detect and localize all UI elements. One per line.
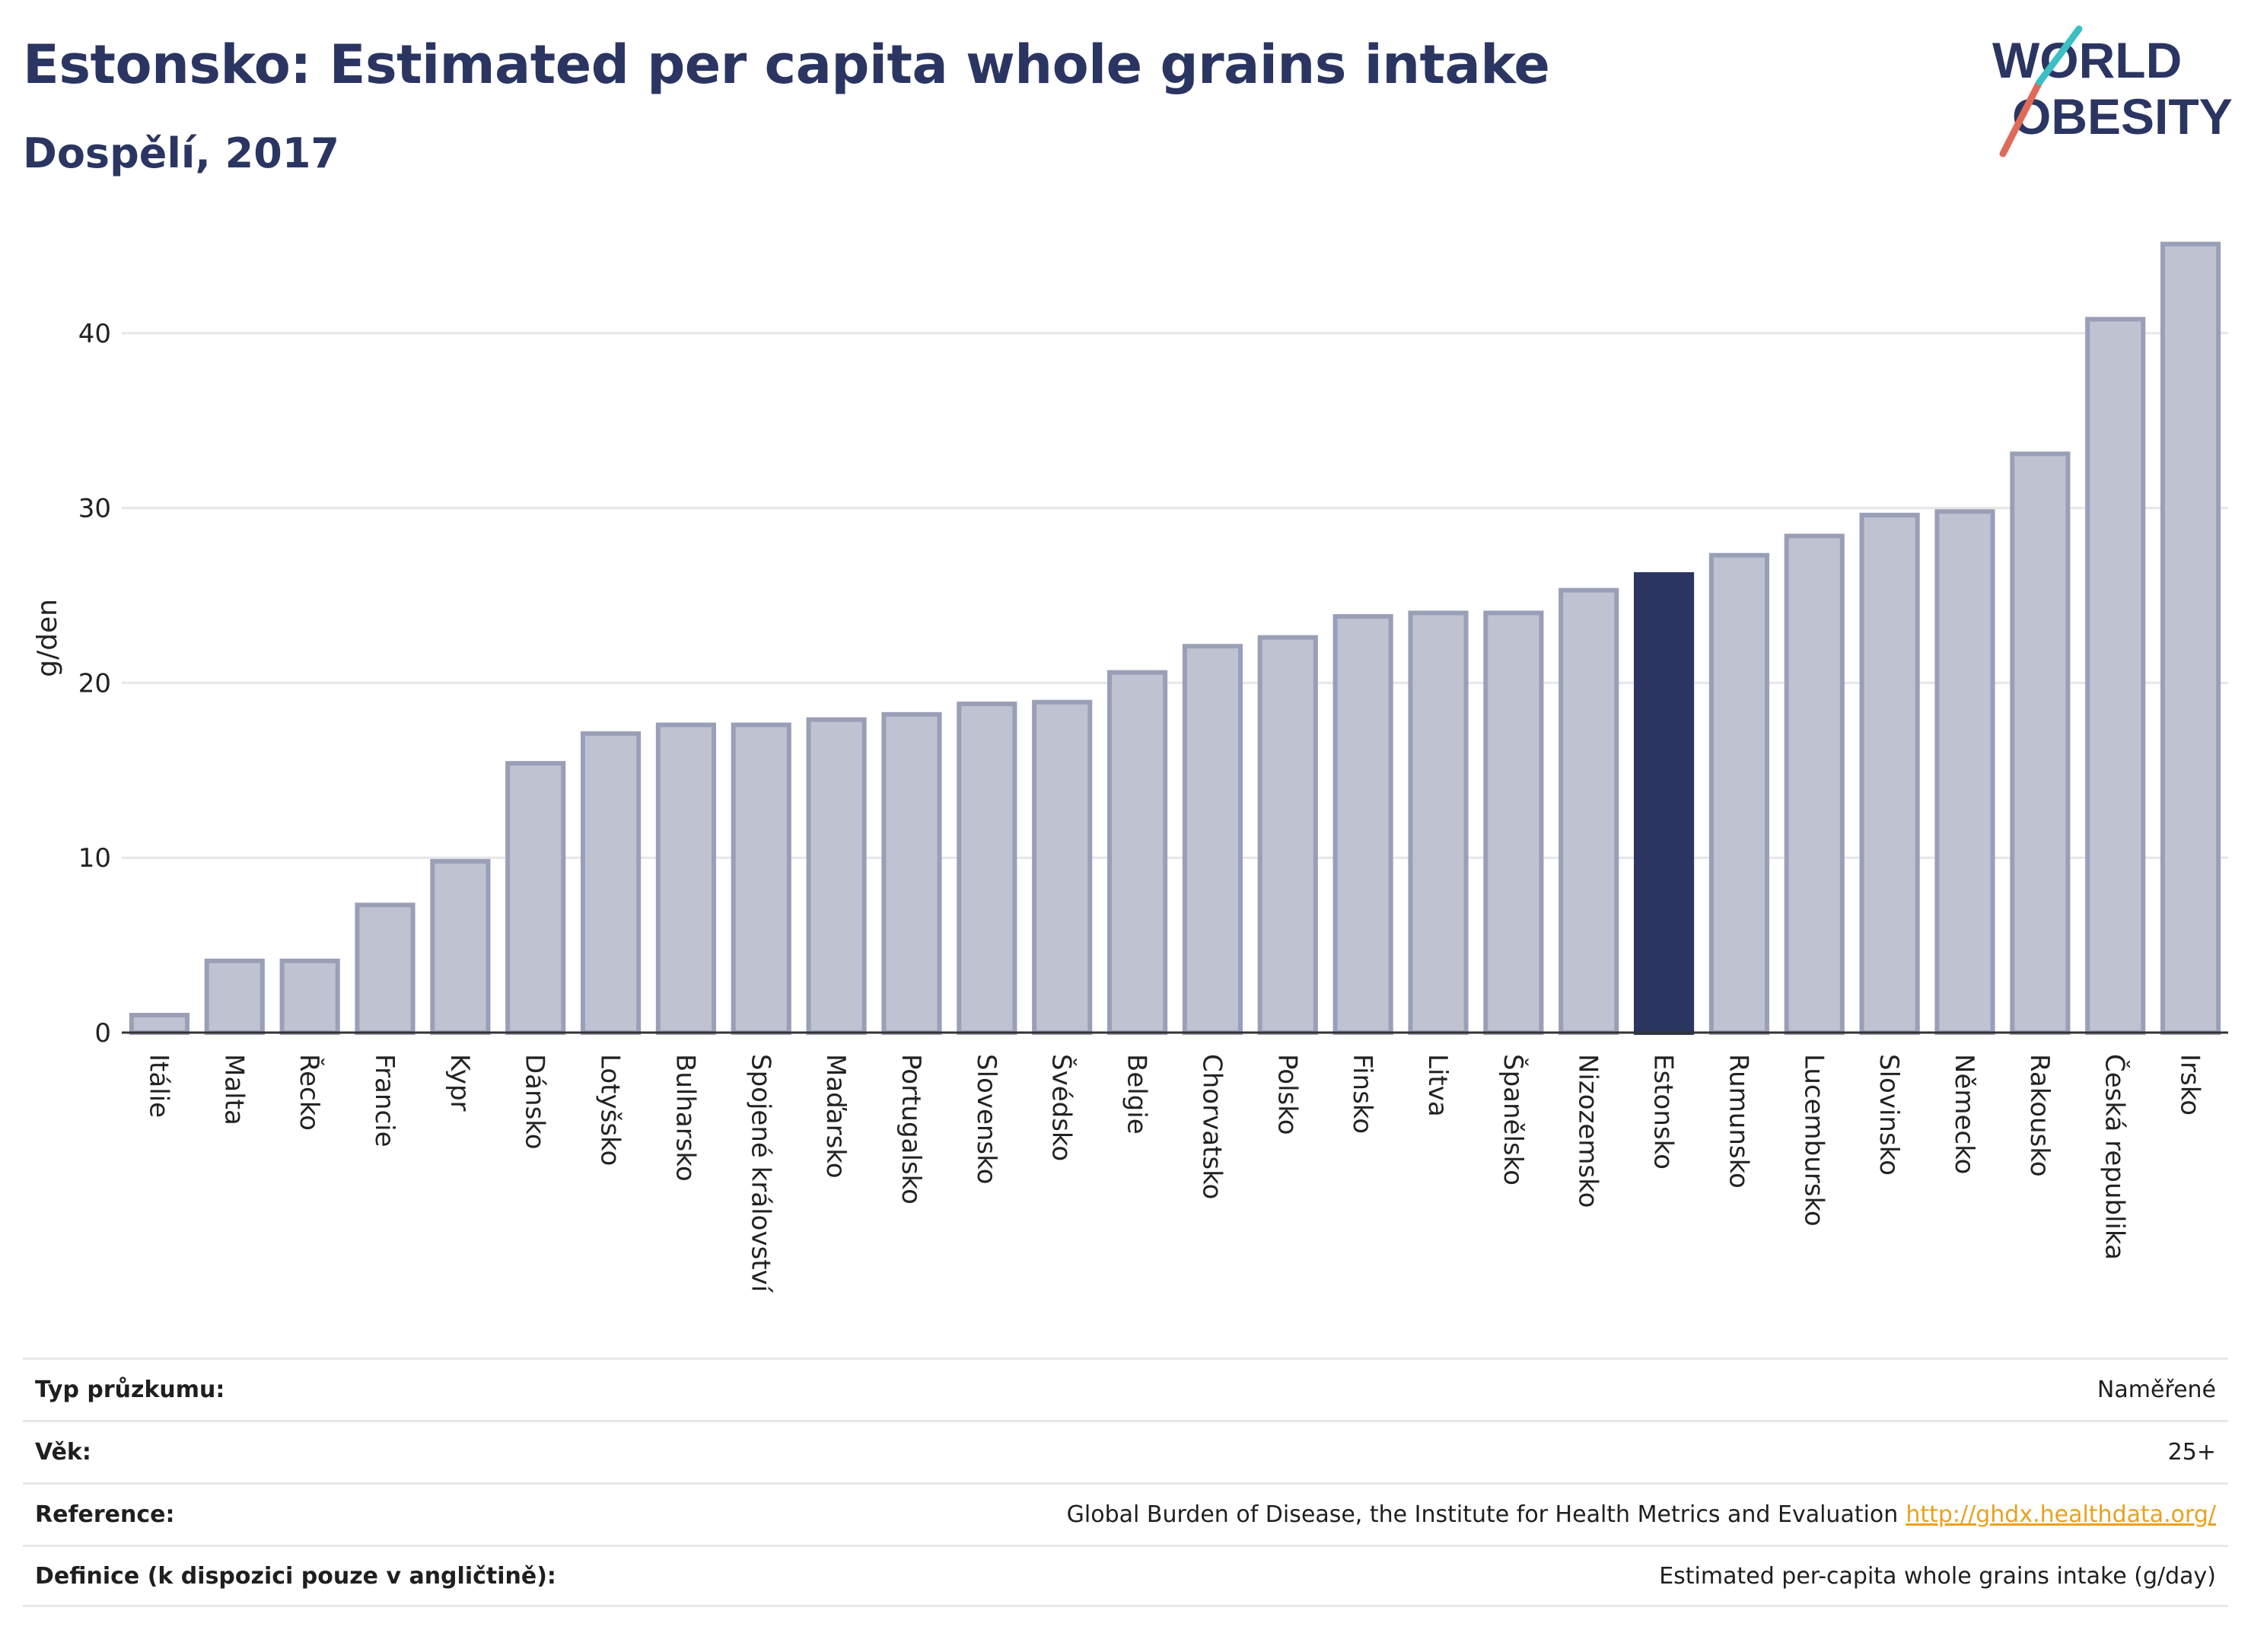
x-tick-label: Francie [369, 1054, 400, 1147]
info-row-survey-type: Typ průzkumu: Naměřené [23, 1358, 2228, 1420]
reference-text: Global Burden of Disease, the Institute … [1066, 1501, 1899, 1528]
info-row-definition: Definice (k dispozici pouze v angličtině… [23, 1545, 2228, 1607]
info-value: Naměřené [2097, 1377, 2216, 1403]
bar-chart: 0 10 20 30 40 g/den Itálie Malta Řecko Francie Kyp… [32, 241, 2228, 1294]
info-table: Typ průzkumu: Naměřené Věk: 25+ Referenc… [23, 1358, 2228, 1607]
y-tick-label: 40 [78, 319, 111, 349]
x-tick-label: Dánsko [520, 1054, 550, 1150]
x-tick-label: Maďarsko [820, 1054, 851, 1179]
info-value: Estimated per-capita whole grains intake… [1659, 1562, 2216, 1590]
x-tick-label: Řecko [294, 1054, 325, 1131]
info-value: 25+ [2167, 1439, 2216, 1466]
x-tick-label: Bulharsko [670, 1054, 700, 1182]
y-axis-label: g/den [32, 599, 63, 677]
bar [1106, 670, 1168, 1035]
y-tick-label: 30 [78, 494, 111, 524]
x-tick-label: Slovinsko [1874, 1054, 1904, 1176]
x-tick-label: Finsko [1347, 1054, 1377, 1134]
x-tick-label: Česká republika [2100, 1054, 2131, 1260]
y-tick-label: 20 [78, 668, 111, 699]
bar [430, 858, 491, 1035]
bar [1332, 614, 1393, 1035]
x-tick-label: Německo [1949, 1054, 1979, 1174]
bar [2160, 241, 2221, 1035]
bar [505, 761, 566, 1035]
bar [580, 731, 642, 1035]
x-tick-label: Polsko [1272, 1054, 1302, 1135]
reference-link[interactable]: http://ghdx.healthdata.org/ [1906, 1501, 2216, 1528]
x-tick-label: Rakousko [2024, 1054, 2055, 1177]
info-label: Definice (k dispozici pouze v angličtině… [35, 1562, 556, 1590]
bar [1934, 509, 1995, 1035]
x-tick-label: Chorvatsko [1196, 1054, 1227, 1199]
x-tick-label: Nizozemsko [1573, 1054, 1603, 1208]
y-tick-label: 0 [94, 1018, 111, 1049]
bar [1257, 635, 1318, 1035]
x-tick-label: Rumunsko [1723, 1054, 1753, 1189]
svg-text:OBESITY: OBESITY [2012, 88, 2233, 145]
bar [1559, 587, 1619, 1035]
bar [1633, 571, 1695, 1035]
x-tick-label: Švédsko [1046, 1054, 1078, 1161]
bar [2010, 451, 2071, 1035]
bar [129, 1013, 190, 1035]
bar [806, 717, 867, 1036]
x-tick-label: Spojené království [745, 1054, 775, 1294]
x-tick-label: Lucembursko [1798, 1054, 1829, 1227]
x-tick-label: Kypr [444, 1054, 475, 1112]
x-tick-label: Malta [218, 1054, 249, 1125]
y-tick-label: 10 [78, 843, 111, 874]
bar [881, 711, 942, 1035]
info-row-age: Věk: 25+ [23, 1420, 2228, 1482]
x-tick-label: Belgie [1122, 1054, 1152, 1135]
x-tick-label: Slovensko [971, 1054, 1001, 1184]
bar [655, 722, 717, 1035]
bar [204, 958, 265, 1036]
bar [2085, 317, 2146, 1036]
info-label: Věk: [35, 1439, 91, 1466]
bar [1859, 512, 1920, 1035]
info-label: Reference: [35, 1501, 175, 1528]
bar [731, 722, 791, 1035]
page-title: Estonsko: Estimated per capita whole gra… [23, 33, 1550, 96]
info-value-reference: Global Burden of Disease, the Institute … [1067, 1501, 2216, 1528]
page-subtitle: Dospělí, 2017 [23, 129, 339, 177]
x-tick-label: Lotyšsko [595, 1054, 626, 1166]
bar [957, 702, 1017, 1035]
x-tick-label: Estonsko [1648, 1054, 1679, 1170]
bar [1182, 644, 1243, 1035]
bar [279, 958, 340, 1036]
x-tick-label: Portugalsko [896, 1054, 926, 1205]
info-row-reference: Reference: Global Burden of Disease, the… [23, 1482, 2228, 1545]
svg-text:WORLD: WORLD [1992, 32, 2182, 88]
bar [1408, 610, 1469, 1035]
x-tick-label: Litva [1422, 1054, 1453, 1117]
x-tick-label: Španělsko [1498, 1054, 1529, 1186]
x-tick-label: Itálie [143, 1054, 174, 1118]
bar [355, 902, 415, 1035]
info-label: Typ průzkumu: [35, 1377, 225, 1403]
bar [1032, 699, 1093, 1035]
world-obesity-logo: WORLD OBESITY [1992, 25, 2233, 158]
bar [1784, 533, 1845, 1035]
bar [1483, 610, 1544, 1035]
x-tick-label: Irsko [2175, 1054, 2205, 1116]
bar [1708, 552, 1770, 1035]
